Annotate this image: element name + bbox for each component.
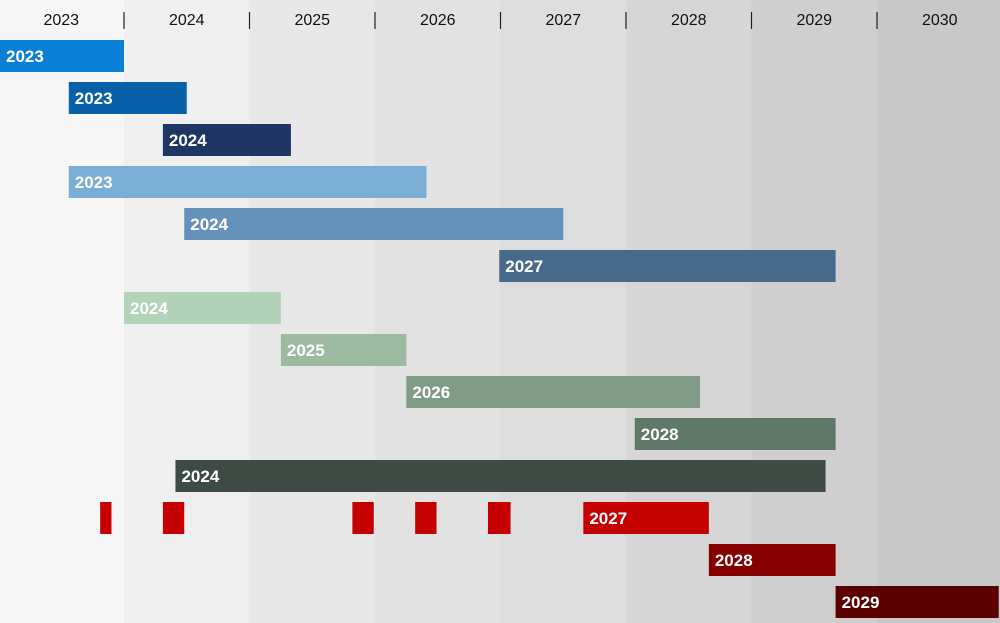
- bar-label: 2024: [190, 215, 228, 234]
- bar-label: 2029: [842, 593, 880, 612]
- year-band-2026: [375, 0, 501, 623]
- timeline-bar: [835, 586, 999, 618]
- timeline-bar: [352, 502, 374, 534]
- bar-label: 2024: [130, 299, 168, 318]
- timeline-bar: [68, 82, 187, 114]
- year-label-2027: 2027: [545, 12, 581, 29]
- bar-label: 2028: [641, 425, 679, 444]
- timeline-bar: [68, 166, 427, 198]
- timeline-bar: [583, 502, 709, 534]
- year-label-2025: 2025: [294, 12, 330, 29]
- timeline-bar: [415, 502, 437, 534]
- timeline-bar: [406, 376, 701, 408]
- bar-label: 2024: [181, 467, 219, 486]
- year-band-2030: [877, 0, 1000, 623]
- timeline-bar: [634, 418, 836, 450]
- timeline-bar: [175, 460, 826, 492]
- bar-label: 2023: [6, 47, 44, 66]
- timeline-bar: [708, 544, 836, 576]
- timeline-bar: [499, 250, 836, 282]
- bar-label: 2027: [589, 509, 627, 528]
- timeline-bar: [0, 40, 124, 72]
- timeline-bar: [100, 502, 112, 534]
- timeline-bar: [124, 292, 281, 324]
- year-label-2023: 2023: [43, 12, 79, 29]
- year-label-2024: 2024: [169, 12, 205, 29]
- year-label-2029: 2029: [796, 12, 832, 29]
- bar-label: 2026: [412, 383, 450, 402]
- year-label-2026: 2026: [420, 12, 456, 29]
- bar-label: 2024: [169, 131, 207, 150]
- timeline-bars: 2023 2023 2024 2023 2024 2027 2024 2025 2026 2028…: [0, 40, 999, 618]
- timeline-bar: [487, 502, 511, 534]
- timeline-bar: [162, 502, 185, 534]
- bar-label: 2023: [75, 89, 113, 108]
- year-label-2028: 2028: [671, 12, 707, 29]
- bar-label: 2028: [715, 551, 753, 570]
- timeline-bar: [184, 208, 564, 240]
- year-band-2029: [751, 0, 877, 623]
- bar-label: 2025: [287, 341, 325, 360]
- timeline-bar: [162, 124, 291, 156]
- year-axis: 2023 2024 2025 2026 2027 2028 2029 2030: [43, 12, 958, 29]
- bar-label: 2023: [75, 173, 113, 192]
- year-label-2030: 2030: [922, 12, 958, 29]
- timeline-bar: [280, 334, 407, 366]
- bar-label: 2027: [505, 257, 543, 276]
